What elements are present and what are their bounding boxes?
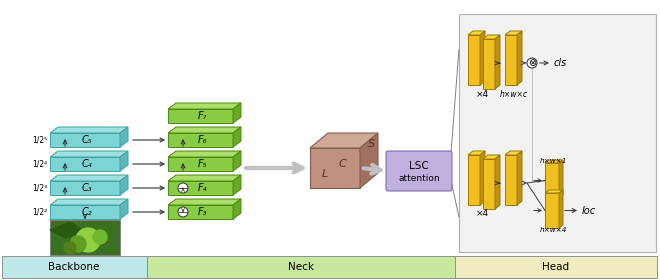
Polygon shape	[559, 160, 563, 198]
FancyBboxPatch shape	[147, 256, 455, 278]
Polygon shape	[483, 159, 495, 209]
Polygon shape	[505, 35, 517, 85]
Text: h×w×4: h×w×4	[540, 227, 567, 233]
Circle shape	[76, 228, 100, 252]
Polygon shape	[168, 109, 233, 123]
Polygon shape	[483, 155, 500, 159]
Polygon shape	[50, 181, 120, 195]
Polygon shape	[310, 148, 360, 188]
Text: C₃: C₃	[82, 183, 92, 193]
Text: cls: cls	[554, 58, 567, 68]
Text: ⊗: ⊗	[528, 58, 536, 68]
FancyBboxPatch shape	[50, 220, 120, 255]
Polygon shape	[495, 35, 500, 89]
Polygon shape	[495, 155, 500, 209]
Polygon shape	[483, 35, 500, 39]
Polygon shape	[468, 35, 480, 85]
Circle shape	[93, 230, 107, 244]
Text: C₅: C₅	[82, 135, 92, 145]
Polygon shape	[517, 151, 522, 205]
Circle shape	[178, 183, 188, 193]
Polygon shape	[233, 103, 241, 123]
Text: LSC: LSC	[409, 161, 429, 171]
Text: Backbone: Backbone	[48, 262, 100, 272]
Polygon shape	[168, 205, 233, 219]
Polygon shape	[545, 190, 563, 193]
Polygon shape	[233, 127, 241, 147]
Circle shape	[64, 242, 76, 254]
Polygon shape	[483, 39, 495, 89]
Text: h×w×1: h×w×1	[540, 158, 567, 164]
Text: ×4: ×4	[475, 90, 488, 99]
Text: loc: loc	[582, 206, 596, 216]
Text: C₄: C₄	[82, 159, 92, 169]
Polygon shape	[517, 31, 522, 85]
Text: C₂: C₂	[82, 207, 92, 217]
Polygon shape	[50, 157, 120, 171]
Text: F₃: F₃	[198, 207, 207, 217]
Polygon shape	[360, 133, 378, 188]
Polygon shape	[168, 199, 241, 205]
Text: C: C	[339, 159, 346, 169]
Polygon shape	[50, 133, 120, 147]
Polygon shape	[545, 160, 563, 163]
Polygon shape	[545, 193, 559, 228]
Text: F₄: F₄	[198, 183, 207, 193]
Polygon shape	[168, 103, 241, 109]
Polygon shape	[168, 175, 241, 181]
Text: ×4: ×4	[475, 209, 488, 218]
Polygon shape	[233, 151, 241, 171]
Polygon shape	[120, 151, 128, 171]
FancyBboxPatch shape	[459, 14, 656, 252]
Polygon shape	[168, 133, 233, 147]
Polygon shape	[168, 151, 241, 157]
Polygon shape	[168, 157, 233, 171]
Polygon shape	[480, 31, 485, 85]
Text: L: L	[322, 169, 328, 179]
Polygon shape	[168, 181, 233, 195]
Text: F₅: F₅	[198, 159, 207, 169]
Polygon shape	[50, 199, 128, 205]
Polygon shape	[168, 127, 241, 133]
Polygon shape	[468, 151, 485, 155]
Polygon shape	[120, 199, 128, 219]
Circle shape	[527, 58, 537, 68]
Polygon shape	[545, 163, 559, 198]
FancyBboxPatch shape	[455, 256, 657, 278]
FancyBboxPatch shape	[386, 151, 452, 191]
Polygon shape	[233, 199, 241, 219]
Polygon shape	[50, 175, 128, 181]
Polygon shape	[559, 190, 563, 228]
Text: F₆: F₆	[198, 135, 207, 145]
Polygon shape	[120, 127, 128, 147]
Polygon shape	[233, 175, 241, 195]
Text: 1/2³: 1/2³	[32, 183, 47, 193]
Text: attention: attention	[398, 174, 440, 183]
Polygon shape	[480, 151, 485, 205]
Text: S: S	[368, 139, 375, 148]
Polygon shape	[505, 155, 517, 205]
Polygon shape	[50, 222, 85, 238]
Text: F₇: F₇	[198, 111, 207, 121]
Polygon shape	[310, 133, 378, 148]
Polygon shape	[468, 31, 485, 35]
Text: 1/2⁴: 1/2⁴	[32, 160, 47, 169]
FancyBboxPatch shape	[2, 256, 147, 278]
Polygon shape	[50, 205, 120, 219]
Text: Head: Head	[543, 262, 570, 272]
Polygon shape	[505, 31, 522, 35]
Polygon shape	[468, 155, 480, 205]
Polygon shape	[505, 151, 522, 155]
Polygon shape	[50, 127, 128, 133]
Polygon shape	[50, 151, 128, 157]
Text: 1/2⁵: 1/2⁵	[32, 136, 47, 144]
Text: Neck: Neck	[288, 262, 314, 272]
Circle shape	[178, 207, 188, 217]
Text: h×w×c: h×w×c	[500, 90, 527, 99]
Circle shape	[70, 236, 86, 252]
Text: 1/2²: 1/2²	[32, 207, 47, 216]
Polygon shape	[120, 175, 128, 195]
